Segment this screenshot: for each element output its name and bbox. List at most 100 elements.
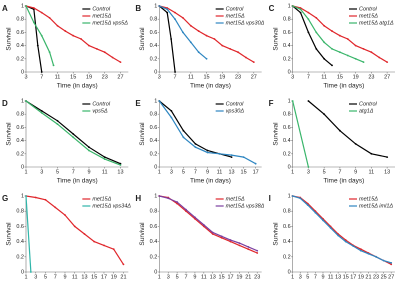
point xyxy=(220,235,223,238)
point xyxy=(229,240,232,243)
legend-label: met15Δ xyxy=(226,196,245,202)
legend-label: met15Δ xyxy=(359,196,378,202)
x-tick-label: 7 xyxy=(194,169,197,175)
point xyxy=(206,151,209,154)
x-tick-label: 15 xyxy=(204,74,210,80)
y-tick-label: 0 xyxy=(288,269,291,275)
point xyxy=(221,44,224,47)
y-tick-label: 0.6 xyxy=(16,224,24,230)
point xyxy=(197,30,200,32)
x-tick-label: 19 xyxy=(236,274,242,280)
point xyxy=(88,44,90,47)
y-tick-label: 0 xyxy=(288,164,291,170)
point xyxy=(331,48,333,50)
y-tick-label: 1 xyxy=(154,98,157,104)
series-line xyxy=(308,100,388,158)
y-tick-label: 0.8 xyxy=(16,17,24,23)
point xyxy=(346,54,349,57)
x-tick-label: 1 xyxy=(291,274,294,280)
point xyxy=(119,162,122,165)
x-tick-label: 13 xyxy=(210,274,216,280)
x-axis-title: Time (in days) xyxy=(57,178,98,185)
point xyxy=(323,24,326,27)
point xyxy=(189,24,192,27)
point xyxy=(25,5,27,7)
y-tick-label: 0 xyxy=(154,269,157,275)
point xyxy=(359,248,362,251)
point xyxy=(52,64,55,67)
point xyxy=(220,236,223,239)
x-tick-label: 5 xyxy=(306,274,309,280)
x-tick-label: 11 xyxy=(188,74,194,80)
point xyxy=(158,100,161,102)
legend-label: met15Δ iml1Δ xyxy=(359,203,393,209)
x-tick-label: 11 xyxy=(369,169,375,175)
x-tick-label: 13 xyxy=(229,169,235,175)
y-tick-label: 0.2 xyxy=(150,151,158,157)
point xyxy=(48,51,51,54)
point xyxy=(182,136,185,139)
point xyxy=(238,242,241,245)
legend-label: Control xyxy=(92,6,111,12)
point xyxy=(119,61,122,63)
x-tick-label: 17 xyxy=(350,274,356,280)
point xyxy=(119,164,122,166)
x-tick-label: 11 xyxy=(72,274,78,280)
point xyxy=(237,51,239,54)
point xyxy=(323,41,326,44)
point xyxy=(315,31,318,34)
x-tick-label: 13 xyxy=(81,274,87,280)
legend-label: Control xyxy=(226,101,245,107)
x-tick-label: 5 xyxy=(56,169,59,175)
y-tick-label: 0 xyxy=(288,69,291,75)
x-tick-label: 3 xyxy=(40,169,43,175)
point xyxy=(370,152,373,155)
x-axis-title: Time (in days) xyxy=(190,83,231,90)
point xyxy=(331,30,333,32)
point xyxy=(72,136,75,139)
point xyxy=(205,34,208,37)
x-tick-label: 27 xyxy=(388,274,394,280)
point xyxy=(307,18,310,21)
point xyxy=(95,48,98,50)
point xyxy=(194,143,197,145)
point xyxy=(34,196,37,199)
point xyxy=(390,261,393,264)
y-tick-label: 0.8 xyxy=(150,17,158,23)
x-tick-label: 7 xyxy=(307,74,310,80)
x-tick-label: 27 xyxy=(251,74,257,80)
y-axis-title: Survival xyxy=(272,27,279,51)
point xyxy=(299,197,302,200)
x-tick-label: 9 xyxy=(63,274,66,280)
point xyxy=(40,34,43,37)
legend-label: met15Δ xyxy=(92,13,111,19)
point xyxy=(194,216,196,219)
point xyxy=(359,249,362,252)
x-tick-label: 3 xyxy=(291,74,294,80)
x-tick-label: 15 xyxy=(337,74,343,80)
x-tick-label: 9 xyxy=(193,274,196,280)
x-tick-label: 11 xyxy=(102,169,108,175)
y-tick-label: 0.2 xyxy=(283,151,291,157)
x-tick-label: 7 xyxy=(184,274,187,280)
point xyxy=(111,56,114,59)
y-tick-label: 0.6 xyxy=(16,125,24,131)
x-tick-label: 27 xyxy=(117,74,123,80)
x-tick-label: 3 xyxy=(24,74,27,80)
x-tick-label: 7 xyxy=(338,169,341,175)
series-line xyxy=(292,5,333,66)
point xyxy=(367,252,370,255)
x-tick-label: 21 xyxy=(365,274,371,280)
y-tick-label: 0.8 xyxy=(16,112,24,118)
x-tick-label: 19 xyxy=(219,74,225,80)
x-tick-label: 9 xyxy=(321,274,324,280)
point xyxy=(197,51,200,54)
x-tick-label: 5 xyxy=(176,274,179,280)
x-tick-label: 13 xyxy=(384,169,390,175)
legend-label: Control xyxy=(226,6,245,12)
point xyxy=(44,198,47,201)
x-tick-label: 11 xyxy=(321,74,327,80)
point xyxy=(307,166,310,168)
point xyxy=(182,31,184,34)
y-tick-label: 0.8 xyxy=(150,112,158,118)
